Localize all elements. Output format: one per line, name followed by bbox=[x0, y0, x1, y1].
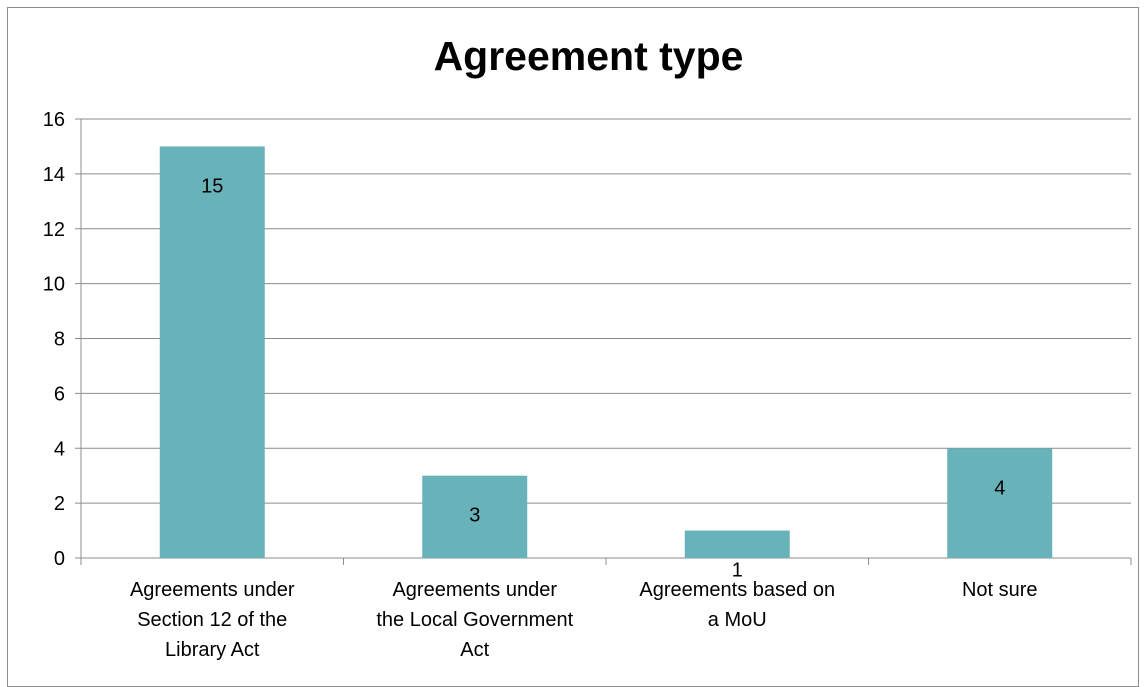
y-tick-label: 16 bbox=[43, 109, 65, 131]
data-label: 1 bbox=[732, 560, 743, 582]
bar bbox=[684, 530, 790, 558]
category-label-line: Agreements under bbox=[392, 579, 557, 601]
category-label-line: Not sure bbox=[962, 579, 1038, 601]
category-label: Agreements under the Local Government Act bbox=[376, 579, 573, 661]
y-tick-label: 2 bbox=[54, 493, 65, 515]
category-label-line: Agreements based on bbox=[639, 579, 835, 601]
bar bbox=[422, 475, 528, 558]
y-tick-label: 0 bbox=[54, 548, 65, 570]
y-tick-label: 4 bbox=[54, 438, 65, 460]
data-label: 15 bbox=[201, 175, 223, 197]
bar bbox=[947, 448, 1053, 558]
category-label: Agreements under Section 12 of the Library… bbox=[130, 579, 295, 661]
bar bbox=[159, 146, 265, 558]
category-label-line: the Local Government bbox=[376, 609, 573, 631]
chart-title: Agreement type bbox=[433, 33, 744, 79]
y-tick-label: 8 bbox=[54, 329, 65, 351]
category-label-line: Section 12 of the bbox=[137, 609, 287, 631]
data-label: 4 bbox=[994, 477, 1005, 499]
y-tick-label: 10 bbox=[43, 274, 65, 296]
y-tick-label: 6 bbox=[54, 383, 65, 405]
category-label-line: Library Act bbox=[165, 639, 260, 661]
data-label: 3 bbox=[469, 505, 480, 527]
category-label: Not sure bbox=[962, 579, 1038, 601]
category-label-line: Agreements under bbox=[130, 579, 295, 601]
y-tick-label: 12 bbox=[43, 219, 65, 241]
category-label-line: Act bbox=[460, 639, 489, 661]
category-label: Agreements based on a MoU bbox=[639, 579, 835, 631]
category-label-line: a MoU bbox=[708, 609, 767, 631]
y-tick-label: 14 bbox=[43, 164, 65, 186]
